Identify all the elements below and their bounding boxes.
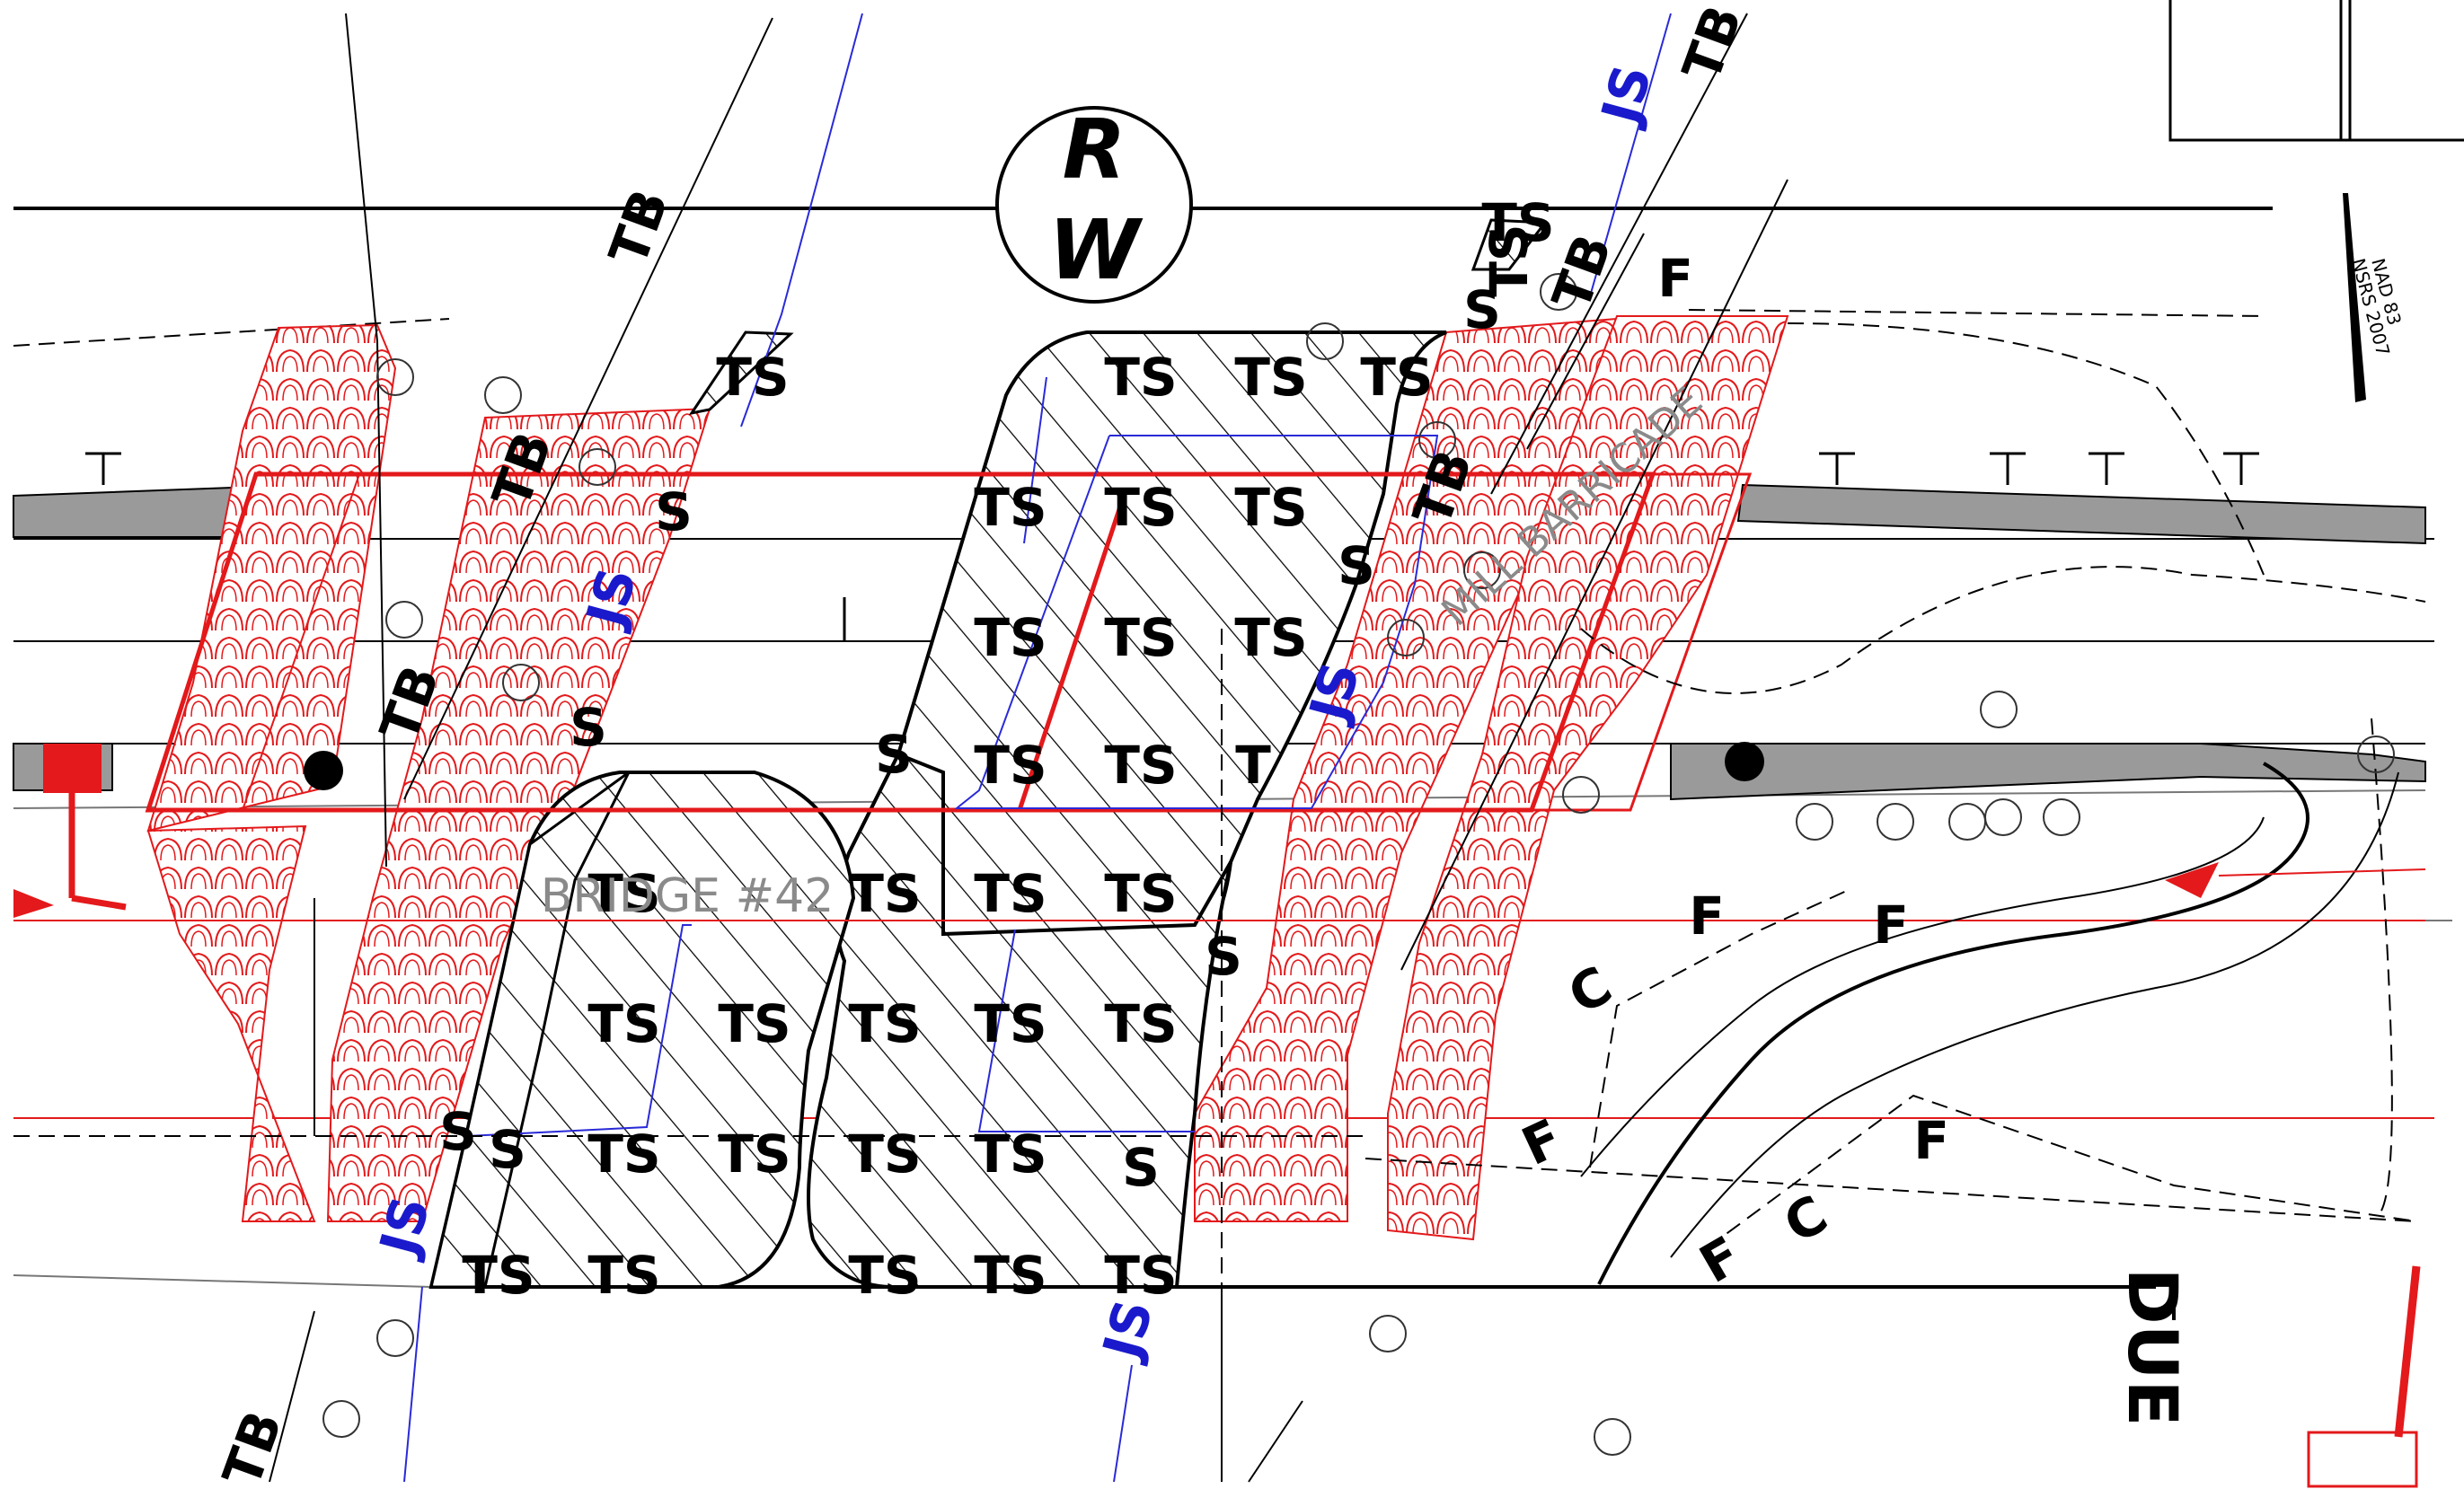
label-ts-31: TS xyxy=(1104,1245,1177,1306)
title-block-frame xyxy=(2168,0,2464,142)
label-ts-26: TS xyxy=(974,1123,1047,1185)
hatched-areas xyxy=(428,218,1548,1289)
label-s-9: S xyxy=(1122,1137,1160,1198)
label-ts-2: TS xyxy=(1104,347,1177,408)
label-ts-4: TS xyxy=(1360,347,1433,408)
label-s-6: S xyxy=(1205,926,1242,987)
label-ts-29: TS xyxy=(848,1245,921,1306)
label-s-2: S xyxy=(570,697,607,758)
label-ts-28: TS xyxy=(587,1245,660,1306)
utility-lines xyxy=(403,13,1672,1483)
north-arrow: NAD 83 NSRS 2007 xyxy=(2343,193,2406,402)
label-s-5: S xyxy=(1463,279,1501,340)
inlet-structure xyxy=(13,744,2426,1488)
label-f-3: F xyxy=(1873,894,1909,956)
label-ts-11: TS xyxy=(1234,607,1307,668)
label-ts-23: TS xyxy=(587,1123,660,1185)
label-ts-5: TS xyxy=(1481,192,1554,253)
label-ts-7: TS xyxy=(1104,477,1177,538)
label-ts-20: TS xyxy=(848,993,921,1054)
label-ts-14: TS xyxy=(587,863,660,924)
label-ts-30: TS xyxy=(974,1245,1047,1306)
rw-badge: R W xyxy=(995,101,1193,304)
rw-badge-top: R xyxy=(1063,101,1126,198)
manholes xyxy=(304,742,1764,790)
label-ts-6: TS xyxy=(974,477,1047,538)
riprap-areas xyxy=(146,315,1789,1241)
tree-symbols xyxy=(322,273,2395,1456)
label-s-3: S xyxy=(875,724,913,785)
label-ts-24: TS xyxy=(718,1123,790,1185)
label-s-4: S xyxy=(1338,535,1375,596)
label-ts-1: TS xyxy=(716,347,789,408)
label-ts-25: TS xyxy=(848,1123,921,1185)
label-ts-32: TS xyxy=(1479,224,1540,296)
bridge-deck-outline xyxy=(13,471,2425,921)
label-bridge: BRIDGE #42 xyxy=(541,869,835,923)
label-due: DUE xyxy=(2113,1268,2193,1427)
label-ts-3: TS xyxy=(1234,347,1307,408)
rw-badge-bottom: W xyxy=(1048,202,1144,298)
label-ts-27: TS xyxy=(462,1245,534,1306)
label-ts-21: TS xyxy=(974,993,1047,1054)
label-ts-12: TS xyxy=(974,735,1047,796)
label-f-1: F xyxy=(1657,248,1693,309)
label-ts-22: TS xyxy=(1104,993,1177,1054)
label-ts-18: TS xyxy=(587,993,660,1054)
label-ts-17: TS xyxy=(1104,863,1177,924)
label-s-1: S xyxy=(655,481,693,542)
label-f-2: F xyxy=(1689,885,1725,947)
label-t-1: T xyxy=(1235,735,1271,796)
label-ts-10: TS xyxy=(1104,607,1177,668)
label-s-7: S xyxy=(439,1101,477,1162)
label-f-5: F xyxy=(1913,1110,1949,1171)
label-s-8: S xyxy=(489,1119,526,1180)
label-ts-13: TS xyxy=(1104,735,1177,796)
label-ts-9: TS xyxy=(974,607,1047,668)
label-ts-15: TS xyxy=(848,863,921,924)
label-ts-19: TS xyxy=(718,993,790,1054)
misc-linework xyxy=(13,13,2426,1483)
label-ts-8: TS xyxy=(1234,477,1307,538)
label-ts-16: TS xyxy=(974,863,1047,924)
